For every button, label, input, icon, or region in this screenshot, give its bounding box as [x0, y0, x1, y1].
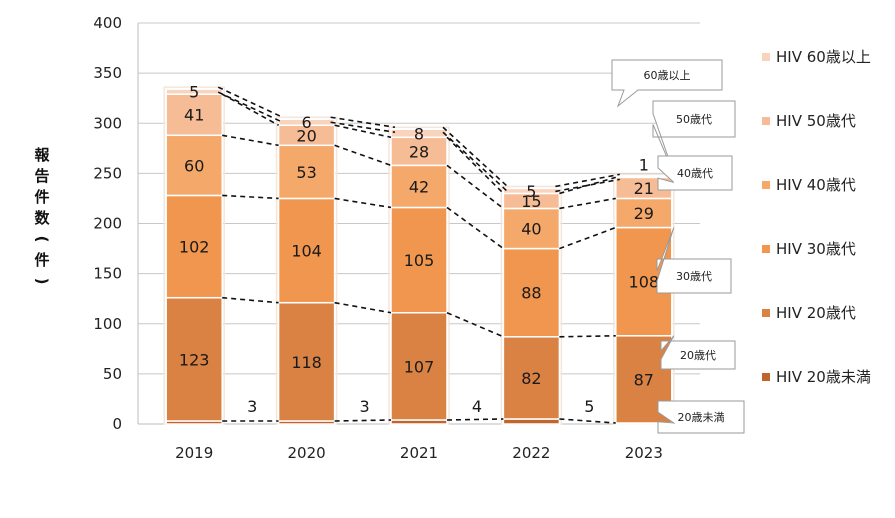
data-label: 41 — [184, 106, 204, 125]
data-label: 108 — [629, 273, 660, 292]
bar-segment — [615, 175, 673, 179]
bar-segment — [390, 128, 448, 139]
data-label: 5 — [189, 83, 199, 102]
data-label: 53 — [296, 163, 316, 182]
data-label: 104 — [291, 242, 322, 261]
y-axis-label-char: 報 — [34, 146, 50, 164]
bar-segment — [277, 197, 336, 304]
legend-swatch — [762, 373, 770, 381]
x-tick-label: 2020 — [288, 444, 326, 462]
y-tick-label: 50 — [103, 365, 122, 383]
legend-label: HIV 40歳代 — [776, 176, 856, 194]
y-tick-label: 400 — [93, 14, 122, 32]
bar-segment — [165, 93, 223, 137]
callout-label: 30歳代 — [676, 270, 712, 283]
data-label: 87 — [634, 370, 654, 389]
bar-segment — [390, 311, 448, 421]
data-labels: 3123102604153118104532064107105422885828… — [179, 83, 686, 416]
bar-segment — [390, 136, 448, 167]
bar-segment — [502, 187, 561, 195]
data-label: 102 — [179, 238, 210, 257]
callout-box — [656, 227, 732, 294]
data-label: 107 — [404, 357, 435, 376]
data-label: 82 — [521, 369, 541, 388]
x-tick-label: 2019 — [175, 444, 213, 462]
bar-segment — [165, 134, 223, 197]
legend-label: HIV 60歳以上 — [776, 48, 871, 66]
data-label: 20 — [296, 126, 316, 145]
legend-label: HIV 20歳未満 — [776, 368, 871, 386]
legend-label: HIV 20歳代 — [776, 304, 856, 322]
bar-segment — [277, 118, 336, 127]
y-axis-label-char: ) — [33, 278, 51, 285]
callout-label: 40歳代 — [677, 167, 713, 180]
bar-segment — [390, 206, 448, 314]
legend-swatch — [762, 117, 770, 125]
bar-segment — [165, 88, 223, 95]
y-axis-label-char: ( — [33, 236, 51, 243]
data-label: 105 — [404, 251, 435, 270]
bar-segment — [277, 144, 336, 200]
callout-label: 20歳未満 — [678, 411, 725, 424]
data-label: 3 — [360, 397, 370, 416]
legend-swatch — [762, 309, 770, 317]
y-tick-label: 0 — [112, 415, 122, 433]
legend-label: HIV 30歳代 — [776, 240, 856, 258]
x-tick-label: 2022 — [512, 444, 550, 462]
data-label: 6 — [302, 113, 312, 132]
data-label: 88 — [521, 284, 541, 303]
y-tick-label: 100 — [93, 315, 122, 333]
bar-segment — [502, 336, 561, 420]
bar-segment — [615, 197, 673, 229]
bar-segment — [502, 418, 561, 425]
y-axis-label-char: 件 — [34, 251, 49, 269]
data-label: 15 — [521, 192, 541, 211]
legend-swatch — [762, 181, 770, 189]
y-axis-label-char: 件 — [34, 188, 49, 206]
data-label: 3 — [247, 397, 257, 416]
callout-box — [652, 100, 736, 174]
legend-swatch — [762, 53, 770, 61]
legend-label: HIV 50歳代 — [776, 112, 856, 130]
data-label: 5 — [584, 397, 594, 416]
y-tick-label: 200 — [93, 215, 122, 233]
data-label: 5 — [526, 182, 536, 201]
callout-label: 60歳以上 — [644, 69, 691, 82]
y-axis-label-char: 告 — [34, 167, 49, 185]
legend-swatch — [762, 245, 770, 253]
data-label: 21 — [634, 179, 654, 198]
bar-segment — [390, 164, 448, 209]
callout-label: 20歳代 — [680, 349, 716, 362]
callout-box — [611, 59, 723, 108]
callout-box — [660, 335, 736, 370]
data-label: 118 — [291, 353, 322, 372]
y-tick-label: 250 — [93, 164, 122, 182]
bar-segment — [502, 247, 561, 338]
callout-box — [657, 400, 745, 434]
data-label: 1 — [639, 155, 649, 174]
data-label: 8 — [414, 124, 424, 143]
y-tick-label: 150 — [93, 265, 122, 283]
x-tick-label: 2021 — [400, 444, 438, 462]
data-label: 4 — [472, 397, 482, 416]
data-label: 60 — [184, 156, 204, 175]
data-label: 123 — [179, 350, 210, 369]
legend: HIV 60歳以上 HIV 50歳代 HIV 40歳代 HIV 30歳代 HIV 20歳… — [762, 48, 871, 386]
callout-label: 50歳代 — [676, 113, 712, 126]
y-tick-label: 300 — [93, 114, 122, 132]
data-label: 40 — [521, 220, 541, 239]
callouts: 60歳以上 50歳代 40歳代 30歳代 20歳代 20歳未満 — [611, 59, 745, 434]
bar-segment — [165, 194, 223, 299]
callout-box — [657, 155, 733, 191]
bar-segment — [277, 301, 336, 422]
data-label: 29 — [634, 204, 654, 223]
data-label: 42 — [409, 177, 429, 196]
y-tick-label: 350 — [93, 64, 122, 82]
data-label: 28 — [409, 142, 429, 161]
x-tick-label: 2023 — [625, 444, 663, 462]
y-axis-label-char: 数 — [34, 209, 50, 227]
